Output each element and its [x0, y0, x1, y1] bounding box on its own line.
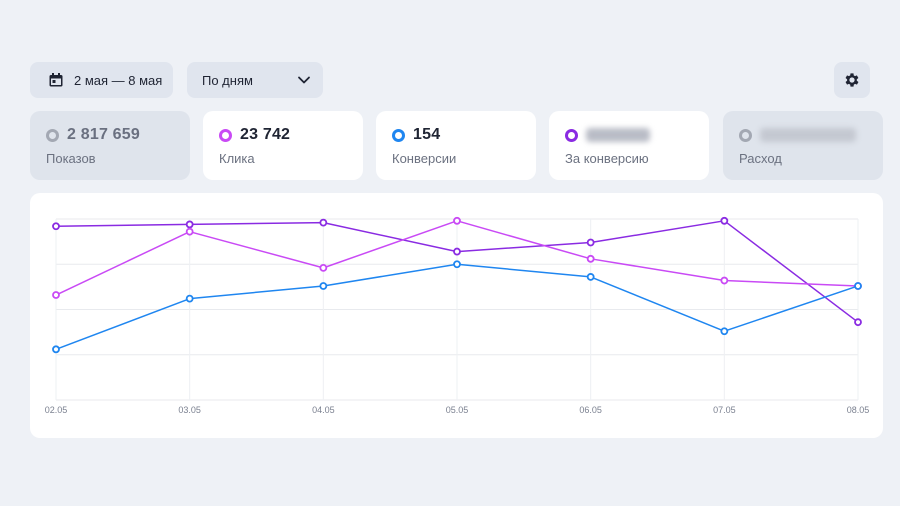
data-point[interactable]	[586, 273, 595, 281]
data-point[interactable]	[185, 294, 194, 303]
x-tick-label: 03.05	[178, 405, 201, 415]
data-point[interactable]	[52, 222, 60, 231]
metric-label: Клика	[219, 151, 255, 166]
data-point[interactable]	[854, 318, 862, 327]
period-select[interactable]: По дням	[187, 62, 323, 98]
data-point[interactable]	[319, 263, 328, 272]
data-point[interactable]	[185, 220, 194, 229]
metric-label: Показов	[46, 151, 96, 166]
metric-toggle-icon	[219, 128, 232, 142]
metric-value: 2 817 659	[67, 126, 140, 143]
metric-label: За конверсию	[565, 151, 649, 166]
data-point[interactable]	[319, 218, 328, 227]
metric-card-spend[interactable]: Расход	[723, 111, 883, 180]
metric-value: 154	[413, 126, 441, 143]
x-tick-label: 05.05	[446, 405, 469, 415]
metric-value: 23 742	[240, 126, 291, 143]
chart-panel: 02.05 03.05 04.05 05.05 06.05 07.05 08.05	[30, 193, 883, 438]
data-point[interactable]	[453, 247, 461, 256]
date-range-label: 2 мая — 8 мая	[74, 72, 163, 88]
data-point[interactable]	[854, 282, 862, 290]
data-point[interactable]	[586, 254, 595, 263]
obscured-value	[760, 128, 856, 142]
date-range-button[interactable]: 2 мая — 8 мая	[30, 62, 173, 98]
settings-button[interactable]	[834, 62, 870, 98]
data-point[interactable]	[52, 291, 60, 299]
x-tick-label: 02.05	[45, 405, 68, 415]
metric-card-cost-per-conversion[interactable]: За конверсию	[549, 111, 709, 180]
x-tick-label: 07.05	[713, 405, 736, 415]
calendar-icon	[49, 73, 63, 87]
data-point[interactable]	[720, 327, 729, 336]
metric-cards: 2 817 659 Показов 23 742 Клика 154 Конве…	[30, 111, 884, 180]
data-point[interactable]	[319, 282, 328, 290]
metric-label: Конверсии	[392, 151, 457, 166]
toolbar: 2 мая — 8 мая По дням	[30, 62, 870, 98]
metric-card-clicks[interactable]: 23 742 Клика	[203, 111, 363, 180]
data-point[interactable]	[720, 276, 729, 285]
obscured-value	[586, 128, 650, 142]
metric-card-impressions[interactable]: 2 817 659 Показов	[30, 111, 190, 180]
metric-toggle-icon	[46, 128, 59, 142]
data-point[interactable]	[453, 216, 461, 225]
data-point[interactable]	[720, 216, 729, 225]
x-tick-label: 06.05	[579, 405, 602, 415]
x-tick-label: 04.05	[312, 405, 335, 415]
chevron-down-icon	[298, 76, 310, 84]
metric-card-conversions[interactable]: 154 Конверсии	[376, 111, 536, 180]
gear-icon	[845, 73, 859, 87]
data-point[interactable]	[586, 238, 595, 247]
metric-toggle-icon	[392, 128, 405, 142]
metric-toggle-icon	[565, 128, 578, 142]
data-point[interactable]	[185, 227, 194, 236]
x-tick-label: 08.05	[847, 405, 870, 415]
period-label: По дням	[202, 72, 253, 88]
data-point[interactable]	[52, 345, 60, 354]
line-chart: 02.05 03.05 04.05 05.05 06.05 07.05 08.05	[45, 216, 870, 415]
metric-label: Расход	[739, 151, 782, 166]
metric-toggle-icon	[739, 128, 752, 142]
data-point[interactable]	[453, 260, 461, 269]
